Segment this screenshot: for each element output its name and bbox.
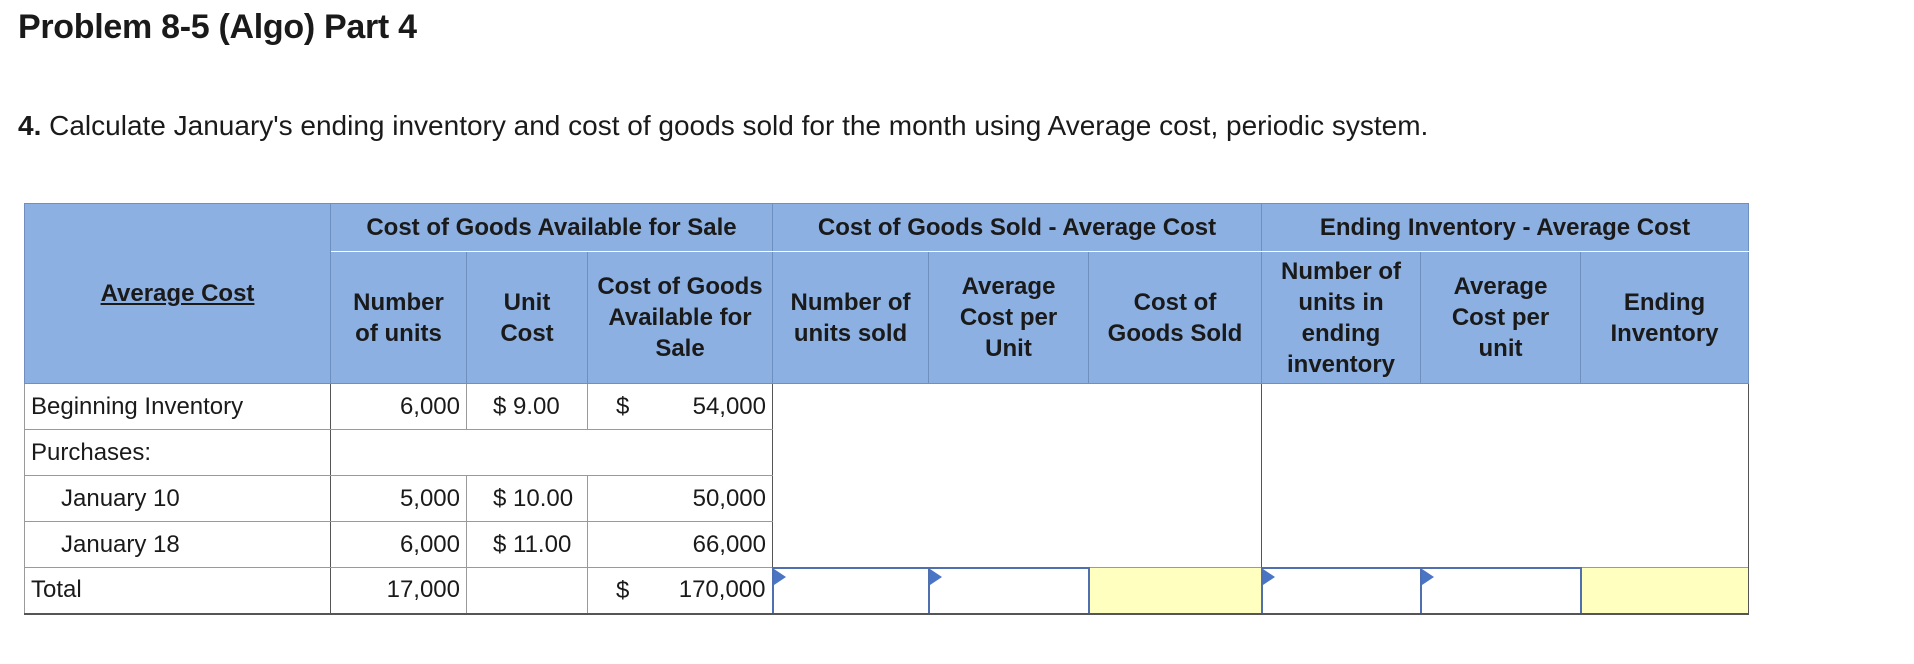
units-sold-input[interactable] <box>771 566 930 615</box>
table-row: January 18 6,000 $ 11.00 66,000 <box>24 521 1749 568</box>
unit-cost-cell-empty <box>466 567 588 615</box>
corner-header: Average Cost <box>24 203 331 384</box>
units-cell: 5,000 <box>330 475 467 522</box>
question-text: Calculate January's ending inventory and… <box>49 110 1429 141</box>
units-cell: 6,000 <box>330 383 467 430</box>
unit-cost-cell: $ 11.00 <box>466 521 588 568</box>
ending-blank-area <box>1261 383 1749 568</box>
row-label: January 10 <box>24 475 331 522</box>
purchases-blank <box>330 429 773 476</box>
cost-cell: $ 170,000 <box>587 567 773 615</box>
unit-cost-cell: $ 9.00 <box>466 383 588 430</box>
col-header-ending-inventory: Ending Inventory <box>1580 251 1749 384</box>
table-row: Purchases: <box>24 429 1749 476</box>
input-marker-icon <box>773 568 786 585</box>
cost-cell: 66,000 <box>587 521 773 568</box>
group-header-ending: Ending Inventory - Average Cost <box>1261 203 1749 252</box>
table-row-total: Total 17,000 $ 170,000 <box>24 566 1749 615</box>
group-header-available: Cost of Goods Available for Sale <box>330 203 773 252</box>
col-header-units-ending: Number of units in ending inventory <box>1261 251 1421 384</box>
col-header-num-units: Number of units <box>330 251 467 384</box>
col-header-unit-cost: Unit Cost <box>466 251 588 384</box>
col-header-cogs: Cost of Goods Sold <box>1088 251 1262 384</box>
question-number: 4. <box>18 110 42 141</box>
avg-cost-unit-input[interactable] <box>927 566 1090 615</box>
row-label: Purchases: <box>24 429 331 476</box>
average-cost-table: Average Cost Cost of Goods Available for… <box>24 203 1749 615</box>
avg-cost-unit-ending-input[interactable] <box>1419 566 1582 615</box>
units-cell: 17,000 <box>330 567 467 615</box>
input-marker-icon <box>1262 568 1275 585</box>
group-header-cogs: Cost of Goods Sold - Average Cost <box>772 203 1262 252</box>
cost-cell: 50,000 <box>587 475 773 522</box>
col-header-avg-cost-unit: Average Cost per Unit <box>928 251 1089 384</box>
dollar-sign: $ <box>616 393 630 420</box>
units-ending-input[interactable] <box>1260 566 1422 615</box>
col-header-cost-available: Cost of Goods Available for Sale <box>587 251 773 384</box>
cogs-blank-area <box>772 383 1262 568</box>
input-marker-icon <box>929 568 942 585</box>
row-label: Beginning Inventory <box>24 383 331 430</box>
cost-value: 54,000 <box>692 392 766 420</box>
table-row: Beginning Inventory 6,000 $ 9.00 $ 54,00… <box>24 383 1749 568</box>
input-marker-icon <box>1421 568 1434 585</box>
question: 4. Calculate January's ending inventory … <box>18 110 1428 142</box>
row-label: January 18 <box>24 521 331 568</box>
page-title: Problem 8-5 (Algo) Part 4 <box>18 8 417 46</box>
col-header-avg-cost-unit-ending: Average Cost per unit <box>1420 251 1581 384</box>
cost-value: 170,000 <box>678 576 766 604</box>
cogs-total-cell <box>1088 567 1262 615</box>
col-header-units-sold: Number of units sold <box>772 251 929 384</box>
ending-inventory-total-cell <box>1580 567 1749 615</box>
units-cell: 6,000 <box>330 521 467 568</box>
cost-cell: $ 54,000 <box>587 383 773 430</box>
unit-cost-cell: $ 10.00 <box>466 475 588 522</box>
row-label: Total <box>24 567 331 615</box>
dollar-sign: $ <box>616 577 630 604</box>
table-row: January 10 5,000 $ 10.00 50,000 <box>24 475 1749 522</box>
